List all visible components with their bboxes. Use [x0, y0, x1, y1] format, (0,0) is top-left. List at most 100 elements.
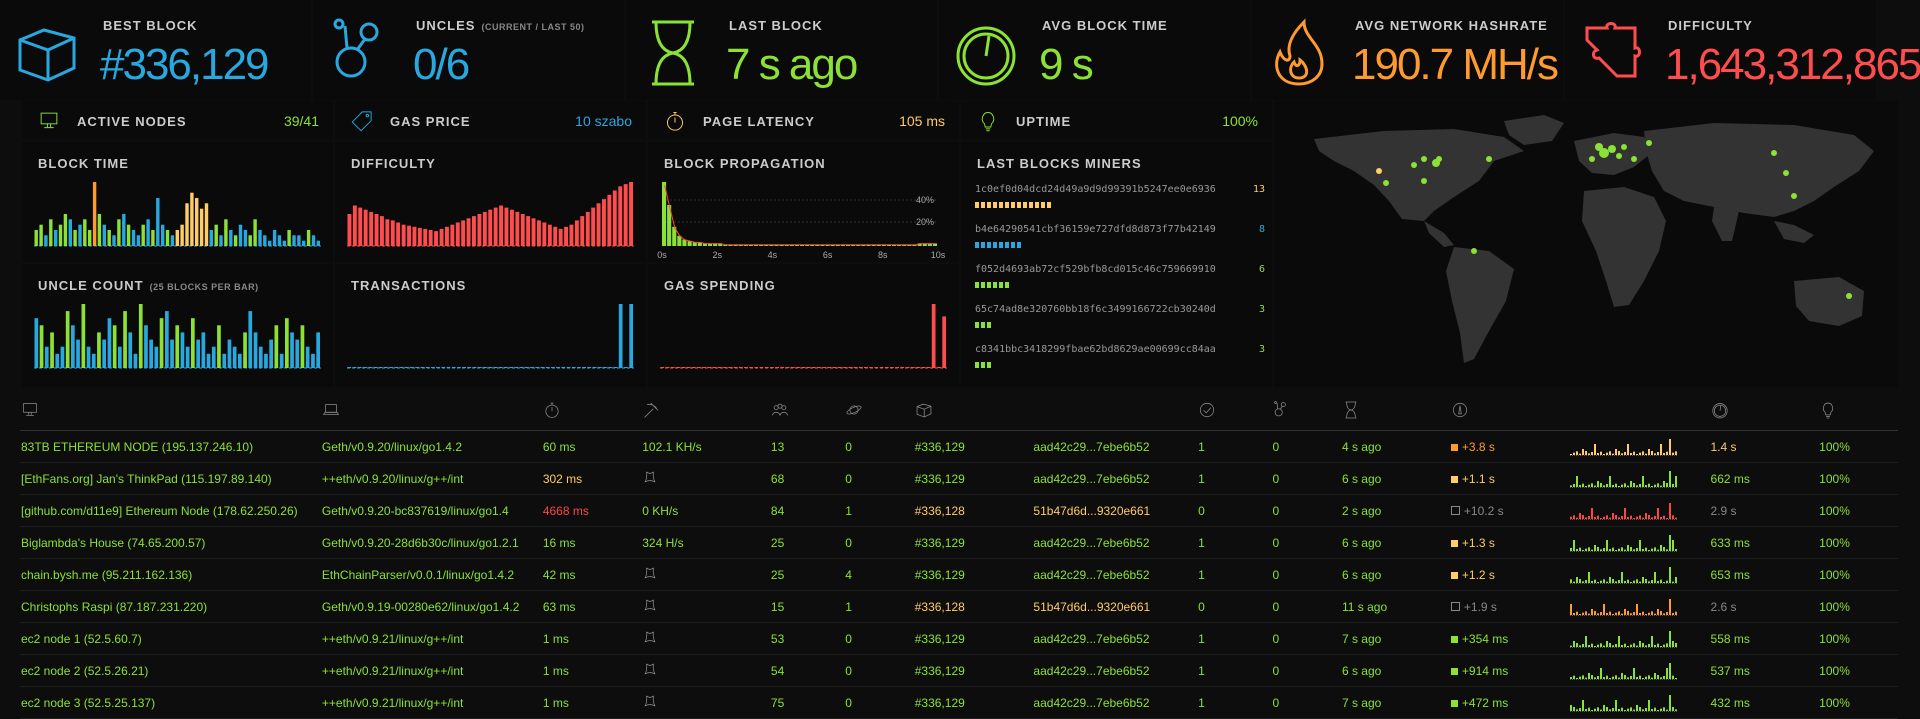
chart-bar[interactable] [493, 367, 498, 368]
chart-bar[interactable] [347, 214, 352, 246]
chart-bar[interactable] [900, 367, 905, 368]
chart-bar[interactable] [253, 219, 257, 246]
chart-bar[interactable] [764, 367, 769, 368]
chart-bar[interactable] [44, 235, 48, 246]
chart-bar[interactable] [598, 367, 602, 368]
chart-bar[interactable] [526, 216, 531, 246]
chart-bar[interactable] [390, 220, 395, 246]
chart-bar[interactable] [86, 346, 91, 368]
chart-bar[interactable] [660, 367, 665, 368]
chart-bar[interactable] [917, 243, 922, 246]
chart-bar[interactable] [686, 367, 691, 368]
chart-bar[interactable] [412, 226, 417, 246]
chart-bar[interactable] [718, 243, 723, 246]
chart-bar[interactable] [214, 224, 218, 246]
chart-bar[interactable] [846, 244, 851, 246]
chart-bar[interactable] [769, 244, 774, 246]
chart-bar[interactable] [890, 367, 894, 368]
chart-bar[interactable] [733, 367, 738, 368]
chart-bar[interactable] [864, 367, 868, 368]
chart-bar[interactable] [603, 367, 607, 368]
chart-bar[interactable] [932, 243, 937, 246]
chart-bar[interactable] [363, 367, 367, 368]
chart-bar[interactable] [112, 235, 116, 246]
chart-bar[interactable] [912, 244, 917, 246]
chart-bar[interactable] [817, 367, 821, 368]
chart-bar[interactable] [754, 244, 759, 246]
chart-bar[interactable] [253, 332, 258, 368]
chart-bar[interactable] [149, 339, 153, 368]
chart-bar[interactable] [295, 339, 300, 368]
chart-bar[interactable] [582, 367, 586, 368]
chart-bar[interactable] [748, 244, 753, 246]
chart-bar[interactable] [436, 367, 440, 368]
chart-bar[interactable] [263, 235, 267, 246]
chart-bar[interactable] [702, 367, 706, 368]
chart-bar[interactable] [54, 230, 58, 246]
chart-bar[interactable] [258, 230, 262, 246]
chart-bar[interactable] [88, 230, 92, 246]
chart-bar[interactable] [222, 353, 227, 368]
chart-bar[interactable] [869, 367, 873, 368]
chart-bar[interactable] [425, 367, 430, 368]
chart-bar[interactable] [434, 231, 438, 246]
chart-bar[interactable] [97, 332, 101, 368]
chart-bar[interactable] [623, 184, 628, 246]
column-header[interactable] [1709, 392, 1819, 431]
chart-bar[interactable] [535, 367, 540, 368]
chart-bar[interactable] [50, 332, 54, 368]
chart-bar[interactable] [712, 367, 717, 368]
chart-bar[interactable] [217, 325, 221, 368]
chart-bar[interactable] [60, 346, 65, 368]
chart-bar[interactable] [902, 244, 907, 246]
chart-bar[interactable] [728, 244, 733, 246]
chart-bar[interactable] [154, 346, 159, 368]
chart-bar[interactable] [558, 228, 563, 246]
chart-bar[interactable] [483, 367, 487, 368]
chart-bar[interactable] [681, 367, 686, 368]
chart-bar[interactable] [774, 244, 779, 246]
column-header[interactable] [1340, 392, 1450, 431]
column-header[interactable] [1818, 392, 1898, 431]
chart-bar[interactable] [916, 367, 920, 368]
chart-bar[interactable] [399, 367, 404, 368]
chart-bar[interactable] [123, 311, 127, 368]
miner-row[interactable]: c8341bbc3418299fbae62bd8629ae00699cc84aa… [975, 344, 1265, 368]
table-row[interactable]: ec2 node 1 (52.5.60.7) ++eth/v0.9.21/linu… [20, 622, 1898, 655]
chart-bar[interactable] [170, 339, 174, 368]
table-row[interactable]: chain.bysh.me (95.211.162.136) EthChainPa… [20, 558, 1898, 591]
chart-bar[interactable] [629, 182, 633, 246]
miner-row[interactable]: f052d4693ab72cf529bfb8cd015c46c759669910… [975, 264, 1265, 288]
column-header[interactable] [1271, 392, 1341, 431]
chart-bar[interactable] [97, 214, 102, 246]
chart-bar[interactable] [238, 224, 243, 246]
chart-bar[interactable] [618, 304, 623, 368]
chart-bar[interactable] [290, 332, 294, 368]
chart-bar[interactable] [455, 222, 460, 247]
chart-bar[interactable] [227, 339, 232, 368]
chart-bar[interactable] [602, 199, 606, 246]
chart-bar[interactable] [708, 243, 713, 246]
chart-bar[interactable] [224, 219, 228, 246]
column-header[interactable] [1197, 392, 1272, 431]
chart-bar[interactable] [509, 367, 513, 368]
chart-bar[interactable] [415, 367, 419, 368]
table-row[interactable]: Biglambda's House (74.65.200.57) Geth/v0.… [20, 526, 1898, 559]
chart-bar[interactable] [519, 367, 524, 368]
chart-bar[interactable] [515, 211, 520, 246]
chart-bar[interactable] [467, 367, 472, 368]
column-header[interactable] [844, 392, 914, 431]
chart-bar[interactable] [91, 353, 96, 368]
chart-bar[interactable] [445, 226, 449, 246]
chart-bar[interactable] [63, 214, 68, 246]
column-header[interactable] [541, 392, 642, 431]
chart-bar[interactable] [478, 367, 482, 368]
chart-bar[interactable] [373, 367, 378, 368]
chart-bar[interactable] [199, 208, 204, 246]
chart-bar[interactable] [577, 367, 581, 368]
chart-bar[interactable] [128, 332, 133, 368]
chart-bar[interactable] [175, 230, 179, 246]
chart-bar[interactable] [423, 228, 428, 246]
chart-bar[interactable] [676, 367, 680, 368]
chart-bar[interactable] [302, 240, 306, 246]
